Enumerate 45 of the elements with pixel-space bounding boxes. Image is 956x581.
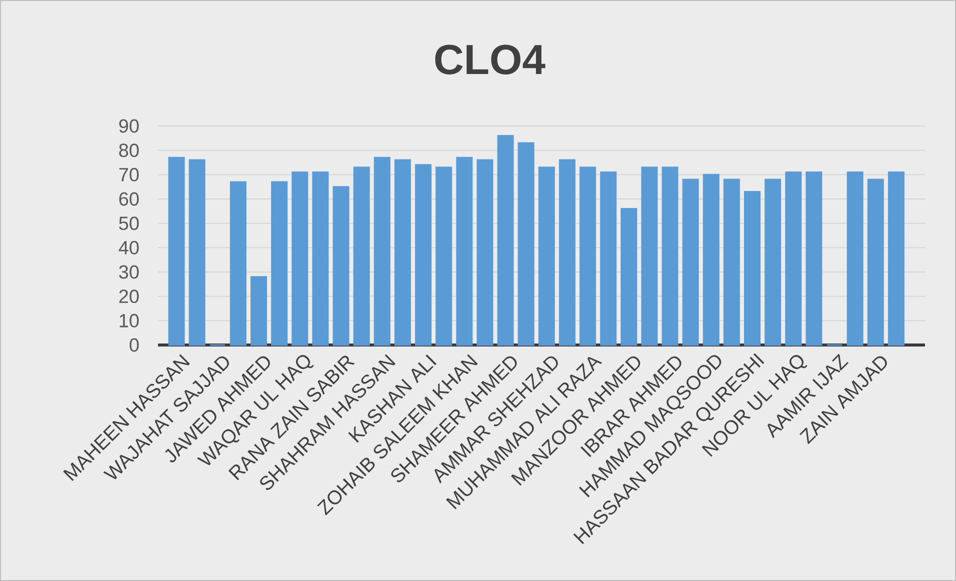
y-tick-label: 40: [118, 240, 139, 254]
bar: [436, 166, 452, 346]
y-tick-label: 0: [130, 338, 139, 352]
bar: [682, 178, 699, 346]
y-tick-label: 30: [119, 265, 139, 279]
bar: [867, 178, 884, 346]
bar: [518, 142, 534, 346]
bar: [785, 171, 802, 346]
bar: [230, 181, 246, 346]
bar: [415, 164, 432, 346]
y-tick-label: 10: [120, 314, 139, 328]
bar: [764, 178, 782, 346]
y-tick-label: 60: [119, 192, 139, 206]
bar: [312, 171, 329, 346]
bar: [702, 174, 720, 346]
y-tick-label: 20: [119, 290, 139, 304]
bar: [497, 134, 514, 346]
y-tick-label: 70: [119, 168, 139, 182]
bar: [662, 166, 678, 346]
bar: [332, 186, 350, 346]
bar: [723, 178, 740, 346]
bar: [580, 166, 596, 346]
y-tick-label: 50: [119, 216, 139, 230]
bar: [806, 171, 822, 346]
bar: [600, 171, 617, 346]
bar: [250, 276, 268, 346]
bar: [456, 156, 473, 346]
bar: [744, 190, 761, 346]
bar: [394, 159, 411, 346]
bar: [374, 156, 390, 346]
bar: [292, 171, 308, 346]
bar: [476, 159, 494, 346]
bar: [846, 171, 864, 346]
bar: [538, 166, 555, 346]
y-tick-label: 80: [119, 144, 139, 158]
bar: [168, 156, 185, 346]
bar: [558, 159, 576, 346]
chart-title: CLO4: [435, 44, 546, 74]
bar: [188, 159, 206, 346]
bar: [888, 171, 904, 346]
bar: [271, 181, 288, 346]
y-tick-label: 90: [119, 119, 139, 133]
bar: [620, 208, 638, 346]
bar: [353, 166, 370, 346]
bar: [641, 166, 658, 346]
